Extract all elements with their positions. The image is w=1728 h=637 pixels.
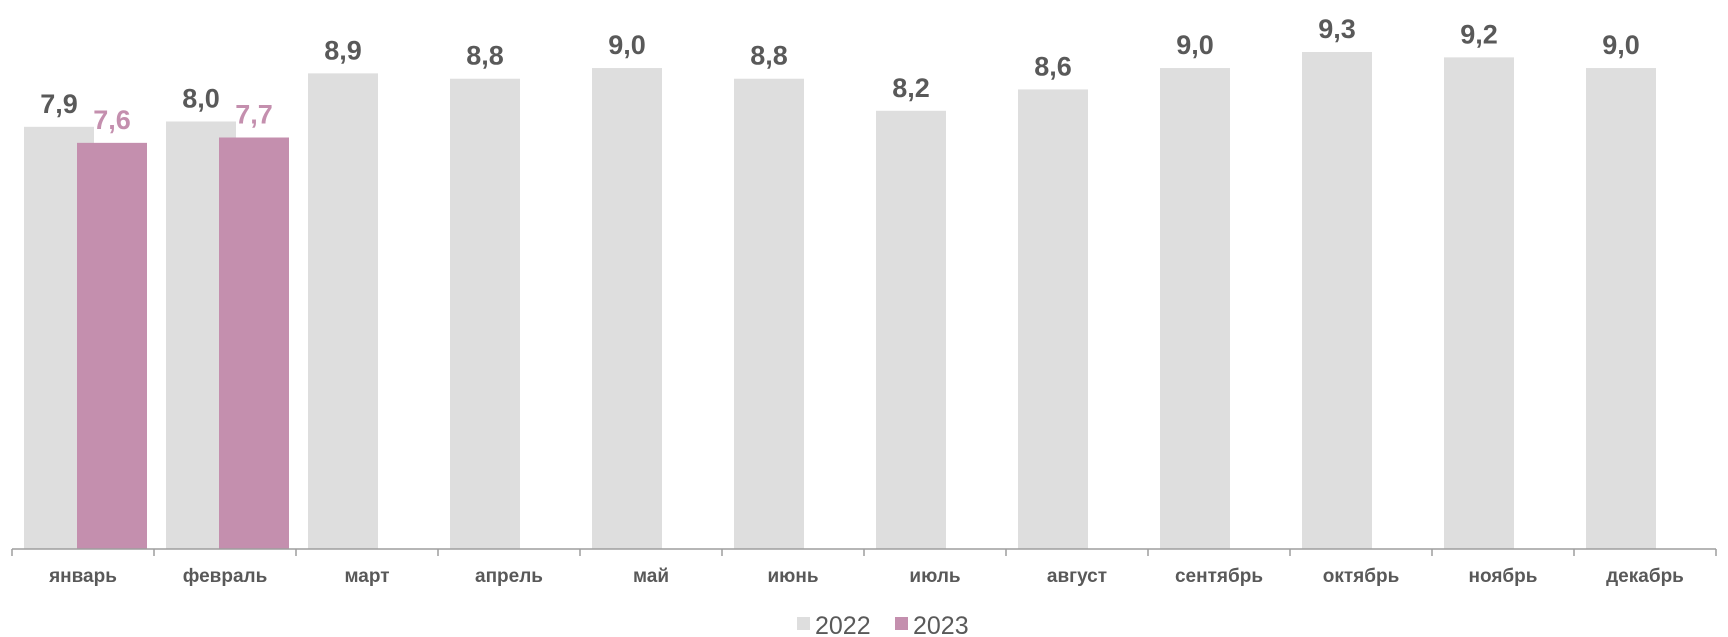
bar-2022-4 — [450, 78, 520, 549]
legend-swatch-2023 — [895, 617, 908, 630]
value-label-2022-9: 9,0 — [1176, 30, 1214, 60]
value-label-2022-10: 9,3 — [1318, 14, 1356, 44]
x-tick-label-9: сентябрь — [1175, 566, 1263, 587]
bar-2022-6 — [734, 78, 804, 549]
value-label-2022-2: 8,0 — [182, 83, 220, 113]
bar-2023-1 — [77, 142, 147, 549]
x-tick-label-1: январь — [48, 566, 117, 587]
x-tick-label-8: август — [1047, 566, 1107, 587]
x-tick-label-11: ноябрь — [1469, 566, 1538, 587]
bar-2022-8 — [1018, 89, 1088, 549]
value-labels-group: 7,9 7,6 8,0 7,7 8,9 8,8 9,0 8,8 8,2 8,6 9,0 9,3 9,2 9… — [40, 14, 1640, 135]
bar-2022-12 — [1586, 68, 1656, 549]
legend: 2022 2023 — [797, 612, 969, 637]
x-tick-label-2: февраль — [183, 566, 268, 587]
bar-2022-11 — [1444, 57, 1514, 549]
bar-2022-10 — [1302, 52, 1372, 549]
x-tick-label-7: июль — [909, 566, 960, 587]
value-label-2022-12: 9,0 — [1602, 30, 1640, 60]
value-label-2022-7: 8,2 — [892, 73, 930, 103]
bar-2022-7 — [876, 110, 946, 549]
legend-swatch-2022 — [797, 617, 810, 630]
value-label-2022-3: 8,9 — [324, 35, 362, 65]
value-label-2022-4: 8,8 — [466, 41, 504, 71]
x-tick-label-6: июнь — [767, 566, 818, 587]
legend-label-2022: 2022 — [815, 612, 871, 637]
bar-2023-2 — [219, 137, 289, 549]
x-axis-ticks-group — [11, 549, 1717, 556]
x-tick-label-10: октябрь — [1323, 566, 1400, 587]
value-label-2022-8: 8,6 — [1034, 51, 1072, 81]
value-label-2022-5: 9,0 — [608, 30, 646, 60]
value-label-2023-1: 7,6 — [93, 105, 131, 135]
bar-2022-3 — [308, 73, 378, 549]
category-labels-group: январь февраль март апрель май июнь июль август… — [48, 566, 1684, 587]
value-label-2023-2: 7,7 — [235, 100, 273, 130]
bars-group — [24, 52, 1656, 550]
value-label-2022-1: 7,9 — [40, 89, 78, 119]
legend-label-2023: 2023 — [913, 612, 969, 637]
x-tick-label-3: март — [344, 566, 389, 587]
x-tick-label-4: апрель — [475, 566, 543, 587]
value-label-2022-6: 8,8 — [750, 41, 788, 71]
bar-2022-5 — [592, 68, 662, 549]
bar-2022-9 — [1160, 68, 1230, 549]
x-tick-label-12: декабрь — [1606, 566, 1684, 587]
x-tick-label-5: май — [633, 566, 669, 587]
value-label-2022-11: 9,2 — [1460, 19, 1498, 49]
